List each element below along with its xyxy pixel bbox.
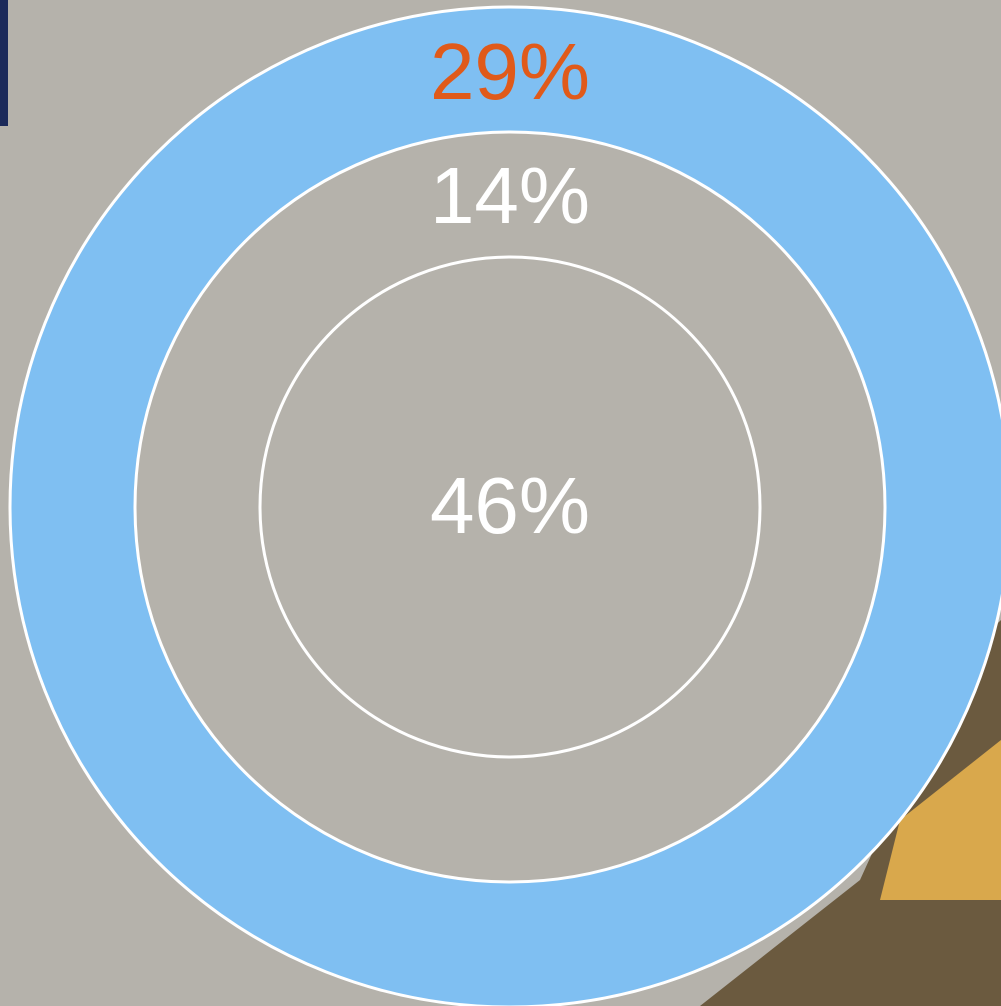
ring-label: 29% xyxy=(430,27,590,116)
ring-label: 14% xyxy=(430,151,590,240)
photo-edge xyxy=(0,0,8,126)
photo-bench xyxy=(880,740,1001,900)
ring-label: 46% xyxy=(430,461,590,550)
inner-circle xyxy=(258,255,762,759)
photo xyxy=(700,620,1001,1006)
